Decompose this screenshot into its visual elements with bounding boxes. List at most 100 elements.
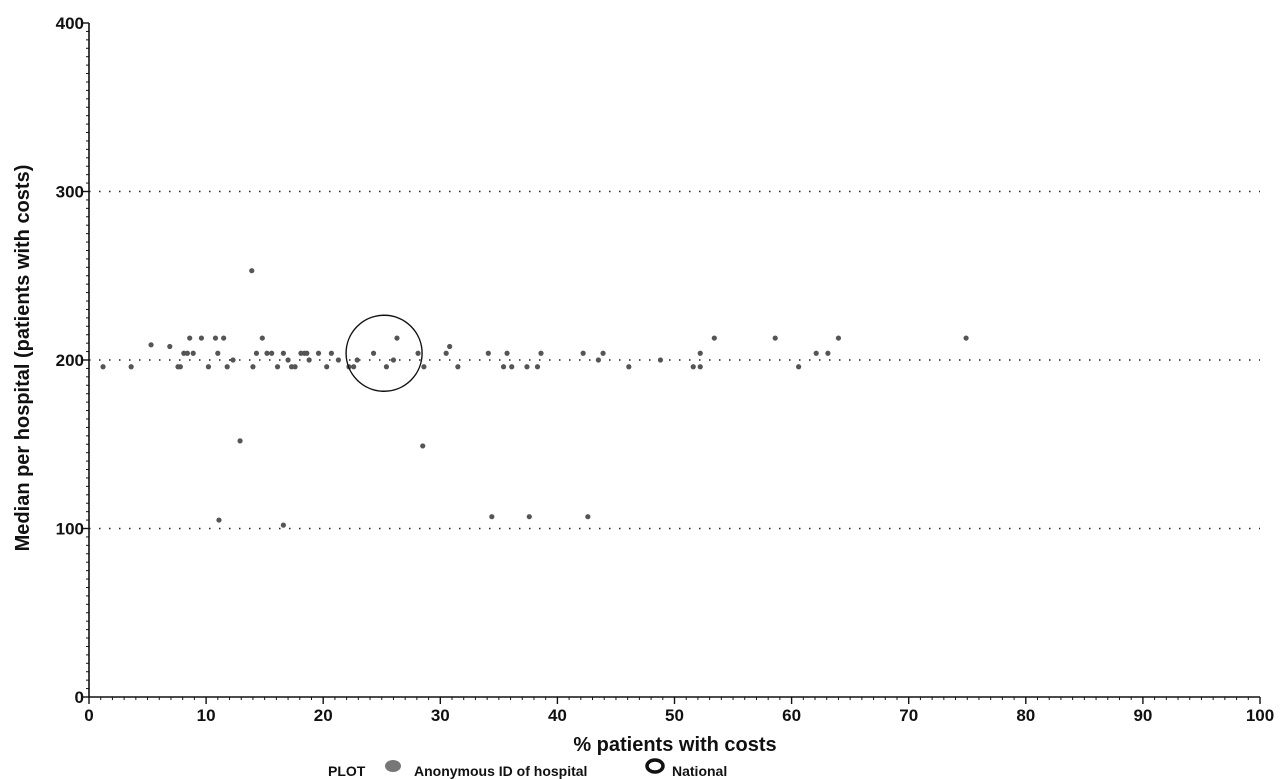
hospital-point [370,350,377,356]
hospital-point [280,350,286,356]
x-tick-label: 70 [899,706,918,725]
hospital-point [657,357,664,363]
legend-marker-national-icon [645,758,665,774]
hospital-point [485,350,491,356]
hospital-point [292,364,298,370]
hospital-point [690,364,696,370]
hospital-point [697,364,703,370]
hospital-point [383,364,390,370]
hospital-point [489,514,495,520]
hospital-point [595,357,601,363]
y-tick-label: 100 [56,520,84,539]
x-tick-label: 80 [1016,706,1035,725]
hospital-point [184,350,190,356]
hospital-point [215,350,221,356]
hospital-point [285,357,291,363]
hospital-point [813,350,819,356]
x-tick-label: 60 [782,706,801,725]
legend-prefix: PLOT [328,763,366,779]
x-tick-label: 0 [84,706,93,725]
hospital-point [447,343,453,350]
hospital-point [212,335,219,341]
hospital-point [315,350,322,356]
hospital-point [825,350,831,356]
hospital-point [354,357,360,363]
hospital-point [697,350,703,356]
legend-marker-hospital-icon [385,760,401,772]
hospital-point [772,335,778,341]
hospital-point [585,514,591,520]
x-tick-label: 90 [1133,706,1152,725]
hospital-point [443,350,449,356]
hospital-point [216,517,222,523]
y-tick-label: 200 [56,351,84,370]
hospital-point [534,364,541,370]
hospital-point [264,350,270,356]
hospital-point [259,335,265,341]
hospital-point [167,343,173,350]
hospital-point [526,514,532,520]
hospital-point [394,335,400,341]
hospital-point [835,335,842,341]
hospital-point [509,364,515,370]
hospital-point [580,350,586,356]
y-axis-title: Median per hospital (patients with costs… [12,165,34,552]
x-axis-title: % patients with costs [573,734,776,756]
hospital-point [187,335,193,341]
hospital-point [328,350,334,356]
y-axis: 0 100 200 300 400 [56,14,89,707]
hospital-point [420,443,426,449]
hospital-point [280,522,286,528]
hospital-point [306,357,312,363]
x-tick-label: 40 [548,706,567,725]
hospital-point [504,350,510,356]
legend-label-national: National [672,763,727,779]
hospital-point [324,364,330,370]
x-tick-label: 50 [665,706,684,725]
hospital-point [190,350,196,356]
hospital-point [421,364,427,370]
data-points [100,268,969,528]
hospital-point [249,268,255,274]
y-tick-label: 0 [75,688,84,707]
national-point [345,314,423,392]
y-tick-label: 300 [56,183,84,202]
x-tick-label: 30 [431,706,450,725]
plot-frame [88,23,1260,698]
hospital-point [415,350,421,356]
hospital-point [100,364,106,370]
hospital-point [390,357,397,363]
legend-label-hospital: Anonymous ID of hospital [414,763,587,779]
reference-lines [89,190,1260,530]
x-tick-label: 10 [197,706,216,725]
hospital-point [148,342,154,348]
hospital-point [221,335,227,341]
hospital-point [963,335,969,341]
hospital-point [524,364,530,370]
hospital-point [335,357,342,363]
hospital-point [626,364,632,370]
hospital-point [205,364,212,370]
x-tick-label: 20 [314,706,333,725]
hospital-point [500,364,507,370]
hospital-point [224,364,230,370]
hospital-point [198,335,205,341]
hospital-point [269,350,275,356]
y-tick-label: 400 [56,14,84,33]
hospital-point [274,364,281,370]
hospital-point [250,364,256,370]
hospital-point [711,335,717,341]
hospital-point [600,350,606,356]
legend: PLOT Anonymous ID of hospital National [328,758,727,779]
hospital-point [455,364,461,370]
minor-ticks [86,30,1249,700]
hospital-point [237,438,243,444]
hospital-point [351,364,357,370]
hospital-point [230,357,236,363]
x-axis: 0 10 20 30 40 50 60 70 80 90 100 [84,697,1274,725]
hospital-point [304,350,310,356]
hospital-point [538,350,544,356]
hospital-point [253,350,260,356]
hospital-point [796,364,802,370]
